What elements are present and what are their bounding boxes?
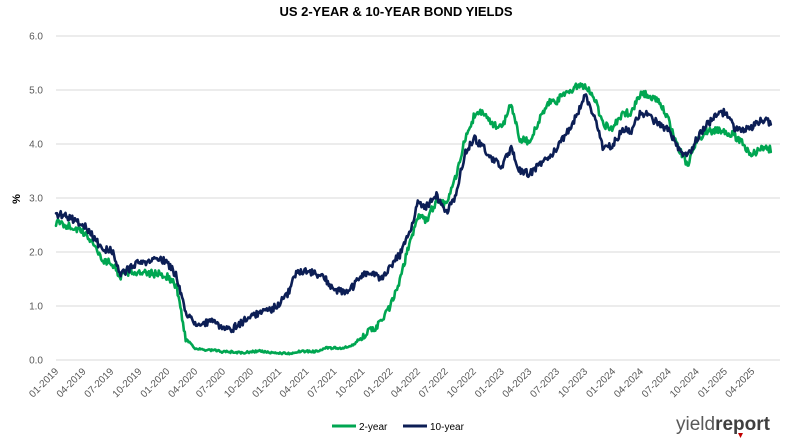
y-tick-label: 1.0	[29, 302, 43, 313]
yieldreport-logo: yieldreport	[676, 414, 771, 438]
x-tick-label: 04-2022	[389, 366, 423, 400]
y-tick-label: 4.0	[29, 140, 43, 151]
x-tick-label: 07-2023	[528, 366, 562, 400]
x-tick-label: 10-2019	[111, 366, 145, 400]
y-axis-ticks: 0.0 1.0 2.0 3.0 4.0 5.0 6.0	[29, 32, 43, 367]
x-tick-label: 04-2020	[167, 366, 201, 400]
logo-text-light: yield	[676, 414, 715, 435]
x-tick-label: 07-2021	[306, 366, 340, 400]
x-tick-label: 04-2024	[612, 366, 646, 400]
x-axis-ticks: 01-201904-201907-201910-201901-202004-20…	[27, 366, 757, 400]
series-line-2-year	[54, 82, 773, 356]
x-tick-label: 07-2024	[640, 366, 674, 400]
legend-label-2-year: 2-year	[359, 422, 388, 433]
x-tick-label: 04-2019	[55, 366, 89, 400]
x-tick-label: 10-2020	[222, 366, 256, 400]
series-line-10-year	[54, 93, 773, 334]
x-tick-label: 07-2020	[194, 366, 228, 400]
y-tick-label: 5.0	[29, 86, 43, 97]
x-tick-label: 10-2021	[334, 366, 368, 400]
chart-title: US 2-YEAR & 10-YEAR BOND YIELDS	[279, 4, 512, 19]
x-tick-label: 10-2022	[445, 366, 479, 400]
x-tick-label: 04-2021	[278, 366, 312, 400]
chart-gridlines	[56, 35, 780, 361]
y-tick-label: 3.0	[29, 194, 43, 205]
y-axis-label: %	[11, 194, 23, 204]
x-tick-label: 04-2025	[724, 366, 758, 400]
legend-label-10-year: 10-year	[430, 422, 465, 433]
legend: 2-year 10-year	[332, 422, 465, 433]
x-tick-label: 07-2019	[83, 366, 117, 400]
y-tick-label: 2.0	[29, 248, 43, 259]
x-tick-label: 10-2024	[668, 366, 702, 400]
y-tick-label: 6.0	[29, 32, 43, 43]
logo-text-bold: report	[715, 414, 771, 435]
x-tick-label: 10-2023	[556, 366, 590, 400]
x-tick-label: 01-2020	[139, 366, 173, 400]
x-tick-label: 01-2024	[585, 366, 619, 400]
logo-accent-icon	[738, 433, 743, 438]
svg-text:yieldreport: yieldreport	[676, 414, 771, 435]
x-tick-label: 07-2022	[417, 366, 451, 400]
y-tick-label: 0.0	[29, 356, 43, 367]
chart-series	[54, 82, 773, 356]
x-tick-label: 04-2023	[501, 366, 535, 400]
